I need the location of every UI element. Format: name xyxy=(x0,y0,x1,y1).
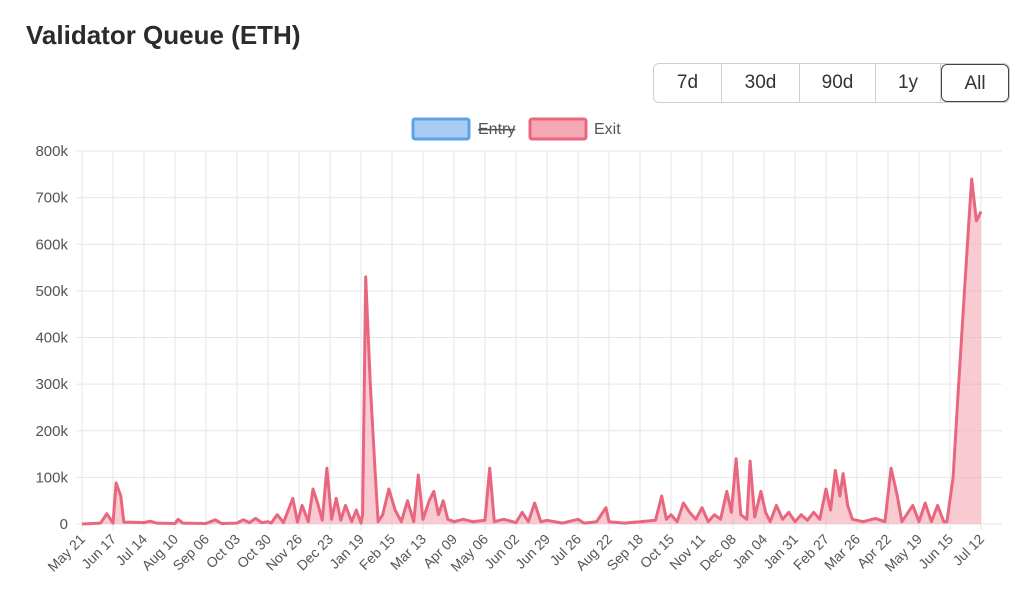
range-90d-button[interactable]: 90d xyxy=(800,64,876,102)
x-tick-label: Jul 12 xyxy=(949,531,987,569)
exit-series-line xyxy=(81,177,983,526)
x-tick-label: Jun 17 xyxy=(78,531,119,572)
range-all-button[interactable]: All xyxy=(941,64,1009,102)
time-range-selector: 7d 30d 90d 1y All xyxy=(653,63,1010,103)
y-tick-label: 400k xyxy=(35,330,68,347)
y-tick-label: 700k xyxy=(35,190,68,207)
validator-queue-chart: Entry Exit 0 100k 200k 300k 400k 500k 600k 700k… xyxy=(35,117,1002,575)
y-tick-label: 300k xyxy=(35,376,68,393)
x-tick-label: Mar 13 xyxy=(387,531,429,573)
y-tick-label: 100k xyxy=(35,469,68,486)
y-tick-label: 800k xyxy=(35,143,68,160)
exit-series-area xyxy=(82,179,981,524)
y-tick-label: 200k xyxy=(35,423,68,440)
x-tick-label: May 21 xyxy=(44,531,88,575)
y-tick-label: 600k xyxy=(35,236,68,253)
x-tick-label: Jun 15 xyxy=(915,531,956,572)
page-title: Validator Queue (ETH) xyxy=(26,20,301,50)
y-axis: 0 100k 200k 300k 400k 500k 600k 700k 800k xyxy=(35,143,68,533)
range-30d-button[interactable]: 30d xyxy=(722,64,800,102)
x-tick-label: Oct 03 xyxy=(203,531,244,572)
x-tick-label: Mar 26 xyxy=(821,531,863,573)
chart-legend: Entry Exit xyxy=(411,117,621,141)
legend-exit-swatch[interactable] xyxy=(528,117,588,141)
legend-entry-label[interactable]: Entry xyxy=(478,121,515,138)
y-tick-label: 500k xyxy=(35,283,68,300)
legend-exit-label[interactable]: Exit xyxy=(594,121,621,138)
range-7d-button[interactable]: 7d xyxy=(654,64,722,102)
legend-entry-swatch[interactable] xyxy=(411,117,471,141)
x-tick-label: Jun 29 xyxy=(512,531,553,572)
chart-grid xyxy=(76,150,1002,530)
y-tick-label: 0 xyxy=(60,516,68,533)
range-1y-button[interactable]: 1y xyxy=(876,64,941,102)
